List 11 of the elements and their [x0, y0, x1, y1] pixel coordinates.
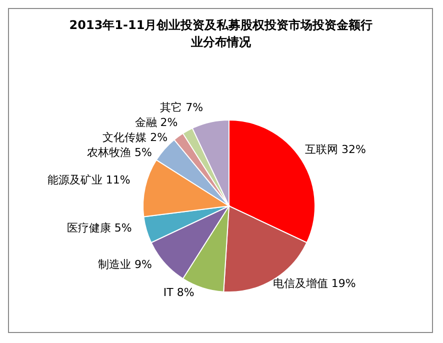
slice-label: 电信及增值 19%: [272, 277, 356, 290]
chart-title: 2013年1-11月创业投资及私募股权投资市场投资金额行业分布情况: [68, 17, 374, 51]
slice-label: 能源及矿业 11%: [47, 174, 130, 187]
slice-label: 医疗健康 5%: [66, 221, 132, 234]
slice-label: 制造业 9%: [98, 258, 152, 271]
slice-label: 其它 7%: [160, 100, 204, 114]
slice-label: 互联网 32%: [305, 143, 366, 156]
slice-label: 农林牧渔 5%: [87, 146, 152, 159]
slice-label: 金融 2%: [134, 116, 178, 129]
slice-label: 文化传媒 2%: [102, 130, 168, 144]
slice-label: IT 8%: [163, 286, 194, 299]
